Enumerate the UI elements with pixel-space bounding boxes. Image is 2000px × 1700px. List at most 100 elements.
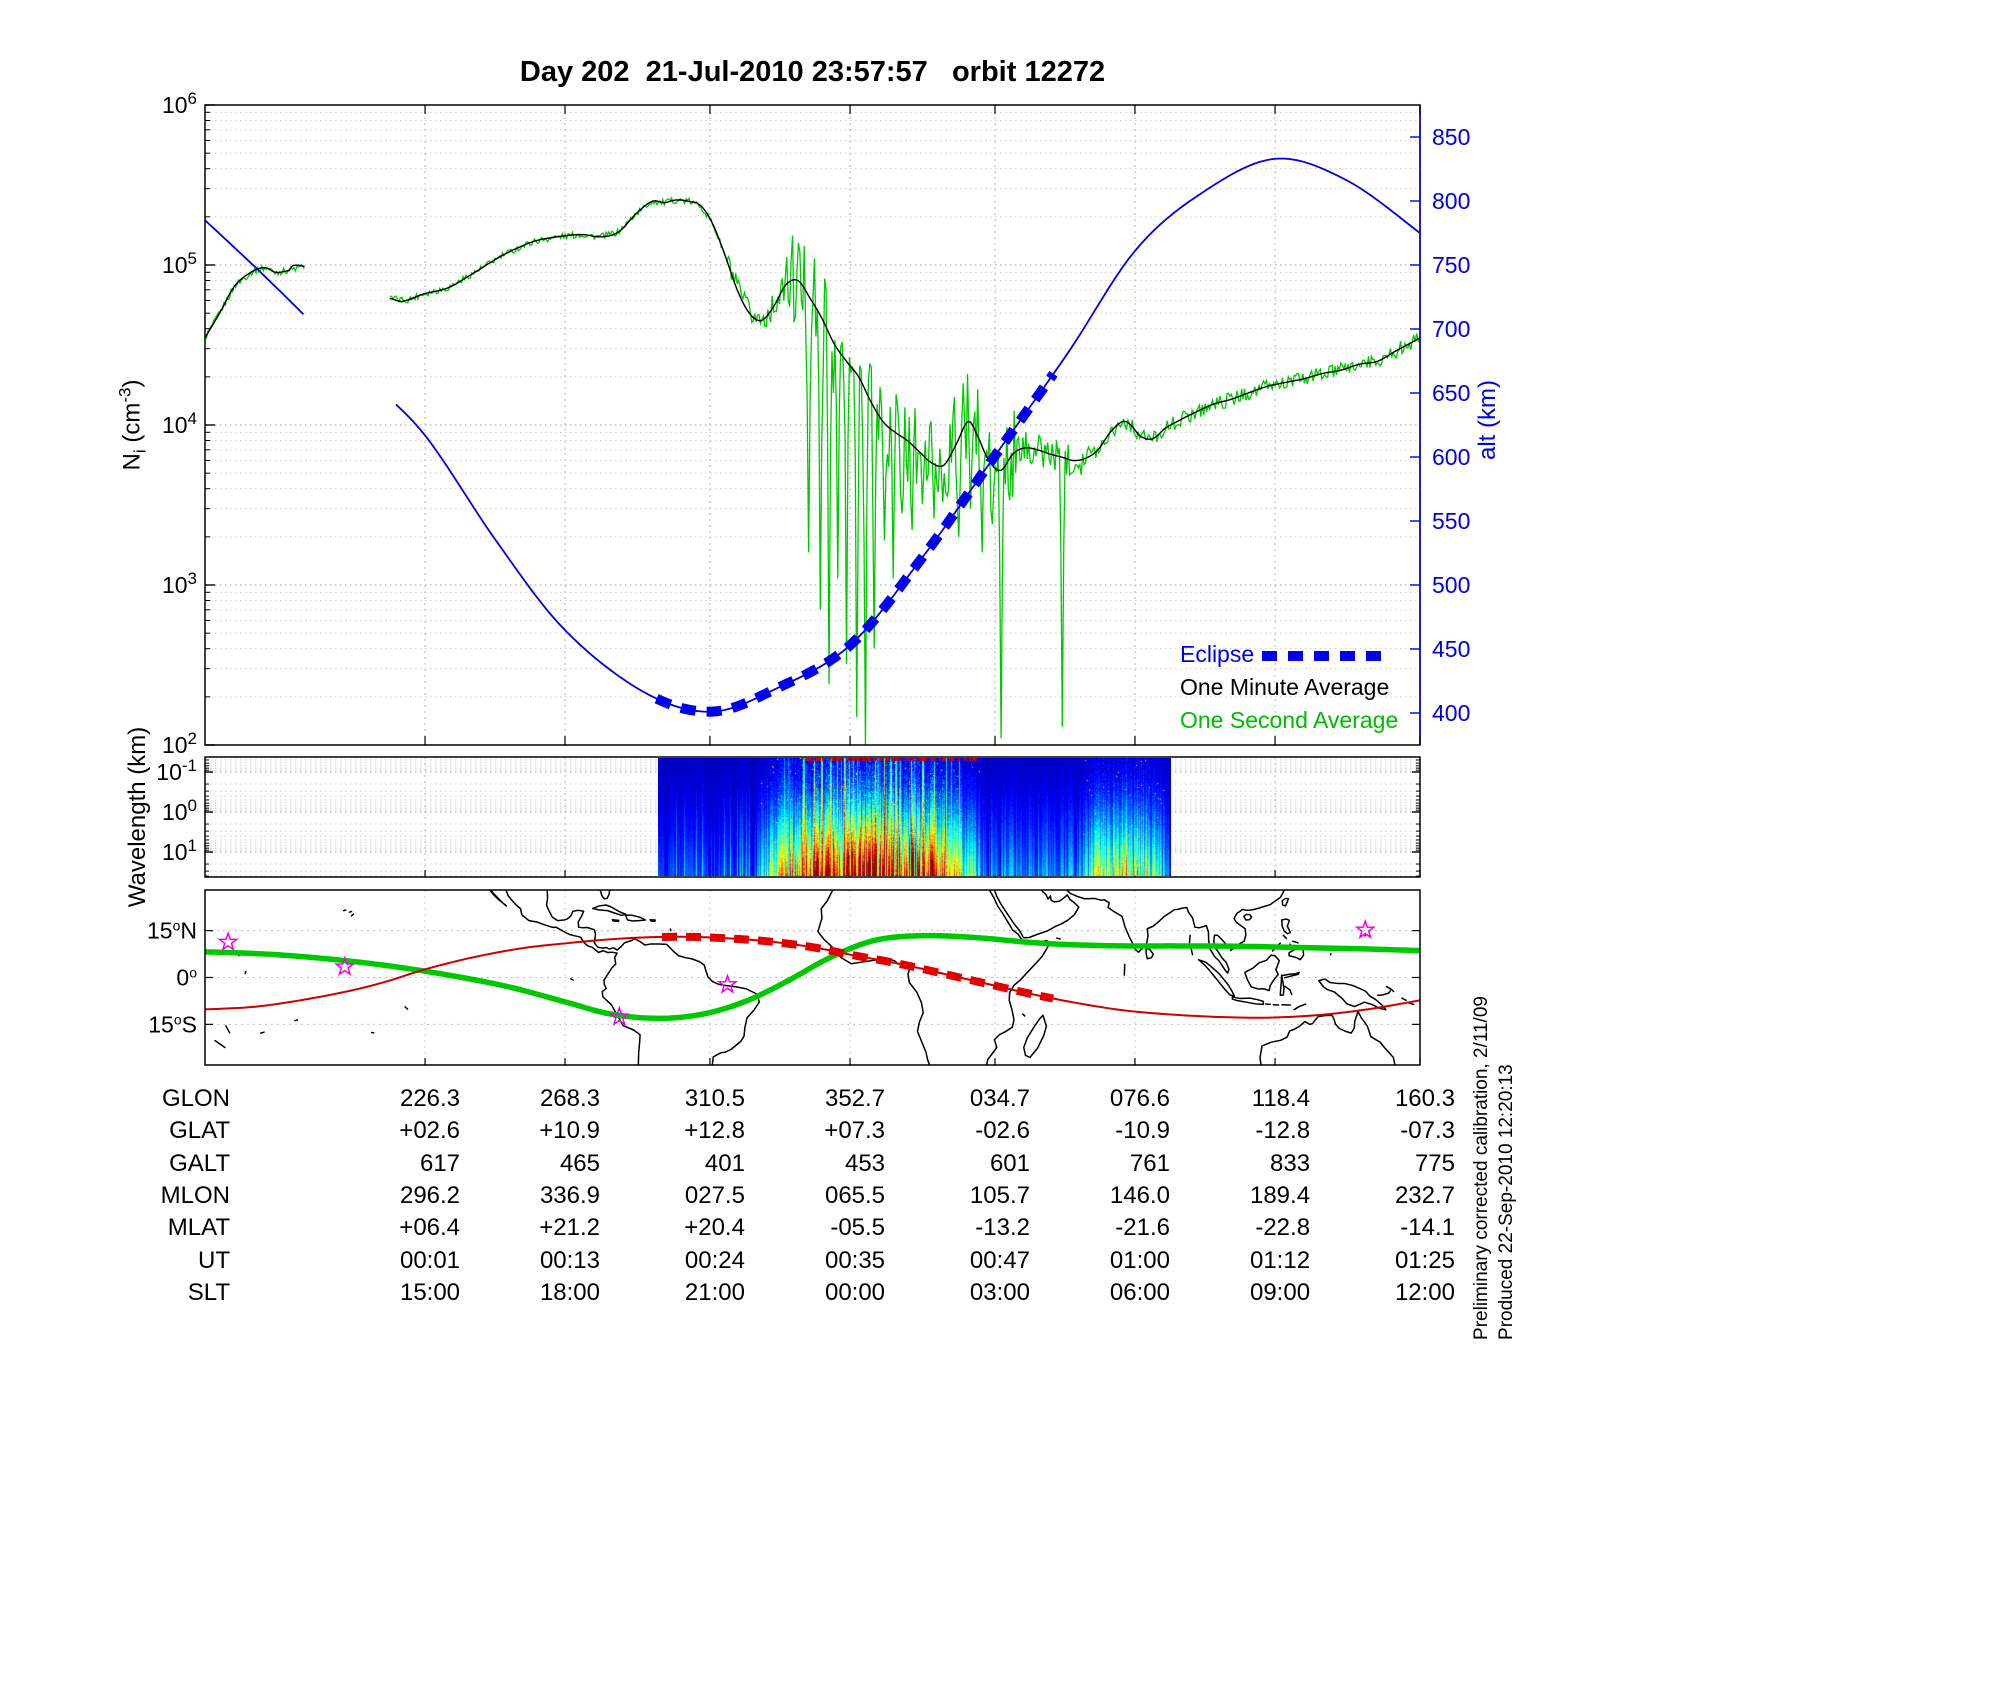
table-row-label: SLT (187, 1278, 230, 1306)
map-grid: 15oN 0o 15oS (147, 890, 1421, 1065)
coastline (1364, 933, 1367, 937)
coastline (1188, 934, 1191, 944)
map-border (204, 889, 1421, 1066)
table-cell-glat-6: -12.8 (1255, 1117, 1311, 1145)
coastline (570, 978, 574, 981)
ni-axis-label-mid: (cm (118, 402, 146, 450)
wavelength-spectrogram (658, 758, 1171, 876)
coastline (817, 890, 931, 1065)
svg-text:103: 103 (162, 569, 197, 598)
svg-text:101: 101 (162, 836, 197, 865)
table-cell-glat-2: +12.8 (684, 1117, 745, 1145)
table-cell-glat-4: -02.6 (975, 1117, 1030, 1145)
table-row-label: MLON (160, 1181, 230, 1209)
svg-text:100: 100 (162, 796, 197, 825)
svg-text:700: 700 (1432, 316, 1470, 342)
credits: Preliminary corrected calibration, 2/11/… (1469, 996, 1519, 1340)
coastline (1244, 954, 1281, 992)
table-row-label: UT (198, 1246, 230, 1274)
table-cell-slt-1: 18:00 (539, 1278, 600, 1306)
altitude-curve (395, 157, 1420, 713)
table-cell-glon-2: 310.5 (684, 1085, 745, 1112)
table-cell-mlat-7: -14.1 (1400, 1214, 1455, 1242)
table-cell-ut-1: 00:13 (539, 1246, 600, 1274)
table-cell-glon-4: 034.7 (969, 1085, 1030, 1112)
table-cell-mlon-6: 189.4 (1249, 1181, 1311, 1209)
alt-axis-label: alt (km) (1474, 380, 1501, 460)
svg-text:600: 600 (1432, 444, 1470, 470)
table-cell-mlat-6: -22.8 (1255, 1214, 1311, 1242)
coastline (1231, 996, 1265, 1006)
coastline (1281, 897, 1290, 907)
table-cell-mlon-1: 336.9 (539, 1181, 600, 1209)
table-cell-galt-1: 465 (559, 1149, 600, 1177)
table-cell-glat-0: +02.6 (399, 1117, 461, 1145)
table-row-label: GALT (169, 1149, 230, 1177)
svg-text:15oN: 15oN (147, 918, 197, 944)
coastline (985, 890, 1051, 1065)
coastline (1385, 985, 1395, 993)
table-cell-mlat-5: -21.6 (1115, 1214, 1170, 1242)
svg-text:0o: 0o (176, 965, 197, 991)
panel1-curves (205, 157, 1420, 745)
table-cell-mlat-0: +06.4 (399, 1214, 461, 1242)
table-cell-galt-5: 761 (1129, 1149, 1170, 1177)
coastline (1243, 913, 1253, 921)
coastline (1281, 971, 1300, 979)
coastline (294, 1019, 299, 1022)
table-cell-glon-5: 076.6 (1109, 1085, 1170, 1112)
table-cell-galt-2: 401 (704, 1149, 745, 1177)
coastline (1318, 978, 1387, 1011)
table-cell-slt-0: 15:00 (399, 1278, 461, 1306)
table-cell-mlon-0: 296.2 (399, 1181, 461, 1209)
coastline (599, 890, 611, 900)
panel1-ticks: 106 105 104 103 102 850 800 750 700 650 600 550 500 4… (162, 89, 1470, 758)
table-cell-galt-0: 617 (419, 1149, 461, 1177)
coastline (244, 970, 247, 975)
coastline (505, 890, 641, 1065)
coastline (1283, 985, 1293, 996)
coastline (342, 909, 347, 912)
legend-eclipse-label: Eclipse (1180, 641, 1255, 667)
svg-text:800: 800 (1432, 188, 1470, 214)
coastline (1401, 997, 1407, 1002)
legend-second-average-label: One Second Average (1180, 707, 1399, 733)
table-cell-ut-7: 01:25 (1394, 1246, 1455, 1274)
map-content (205, 890, 1420, 1065)
svg-text:500: 500 (1432, 572, 1470, 598)
one-minute-average-curve (205, 264, 305, 339)
coastline (611, 918, 620, 923)
ni-axis-label: Ni (cm-3) (116, 380, 151, 471)
coastline (259, 1031, 265, 1034)
svg-text:400: 400 (1432, 700, 1470, 726)
svg-text:10-1: 10-1 (156, 756, 197, 785)
table-cell-ut-0: 00:01 (399, 1246, 461, 1274)
table-cell-mlat-1: +21.2 (539, 1214, 600, 1242)
table-cell-ut-4: 00:47 (969, 1246, 1030, 1274)
one-second-average-curve (389, 196, 1420, 745)
table-cell-glon-0: 226.3 (399, 1085, 461, 1112)
one-minute-average-curve (389, 199, 1420, 472)
coastline (1279, 974, 1285, 997)
table-cell-glon-7: 160.3 (1394, 1085, 1455, 1112)
coastline (649, 918, 656, 922)
coastline (225, 1025, 231, 1034)
table-row-label: GLON (161, 1085, 230, 1112)
table-cell-galt-3: 453 (844, 1149, 886, 1177)
coastline (1280, 918, 1292, 935)
svg-text:550: 550 (1432, 508, 1470, 534)
table-cell-slt-7: 12:00 (1394, 1278, 1455, 1306)
credit-line-1: Preliminary corrected calibration, 2/11/… (1471, 996, 1492, 1340)
svg-text:105: 105 (162, 249, 197, 278)
coastline (1377, 990, 1392, 997)
table-cell-galt-4: 601 (989, 1149, 1030, 1177)
coastline (348, 910, 353, 913)
table-cell-glon-3: 352.7 (824, 1085, 886, 1112)
svg-text:106: 106 (162, 89, 197, 118)
table-cell-galt-6: 833 (1270, 1149, 1311, 1177)
svg-text:102: 102 (162, 729, 197, 758)
table-cell-ut-3: 00:35 (824, 1246, 886, 1274)
svg-text:104: 104 (162, 409, 197, 438)
svg-text:850: 850 (1432, 124, 1470, 150)
table-cell-slt-5: 06:00 (1109, 1278, 1170, 1306)
